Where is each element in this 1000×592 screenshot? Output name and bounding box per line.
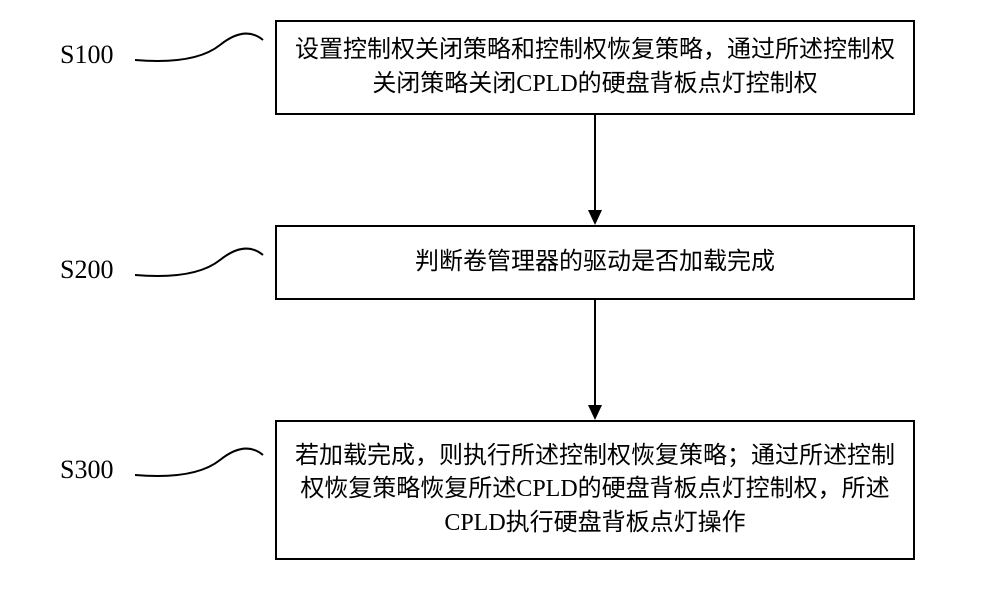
step-text-s100: 设置控制权关闭策略和控制权恢复策略，通过所述控制权关闭策略关闭CPLD的硬盘背板… <box>287 34 903 101</box>
step-label-s300: S300 <box>60 455 113 485</box>
arrow-s200-s300 <box>585 300 605 422</box>
step-box-s100: 设置控制权关闭策略和控制权恢复策略，通过所述控制权关闭策略关闭CPLD的硬盘背板… <box>275 20 915 115</box>
step-text-s300: 若加载完成，则执行所述控制权恢复策略；通过所述控制权恢复策略恢复所述CPLD的硬… <box>287 440 903 541</box>
connector-curve-s100 <box>135 30 265 75</box>
connector-curve-s300 <box>135 445 265 490</box>
step-text-s200: 判断卷管理器的驱动是否加载完成 <box>415 246 775 280</box>
step-box-s300: 若加载完成，则执行所述控制权恢复策略；通过所述控制权恢复策略恢复所述CPLD的硬… <box>275 420 915 560</box>
step-label-s100: S100 <box>60 40 113 70</box>
step-label-s200: S200 <box>60 255 113 285</box>
connector-curve-s200 <box>135 245 265 290</box>
arrow-s100-s200 <box>585 115 605 227</box>
step-box-s200: 判断卷管理器的驱动是否加载完成 <box>275 225 915 300</box>
